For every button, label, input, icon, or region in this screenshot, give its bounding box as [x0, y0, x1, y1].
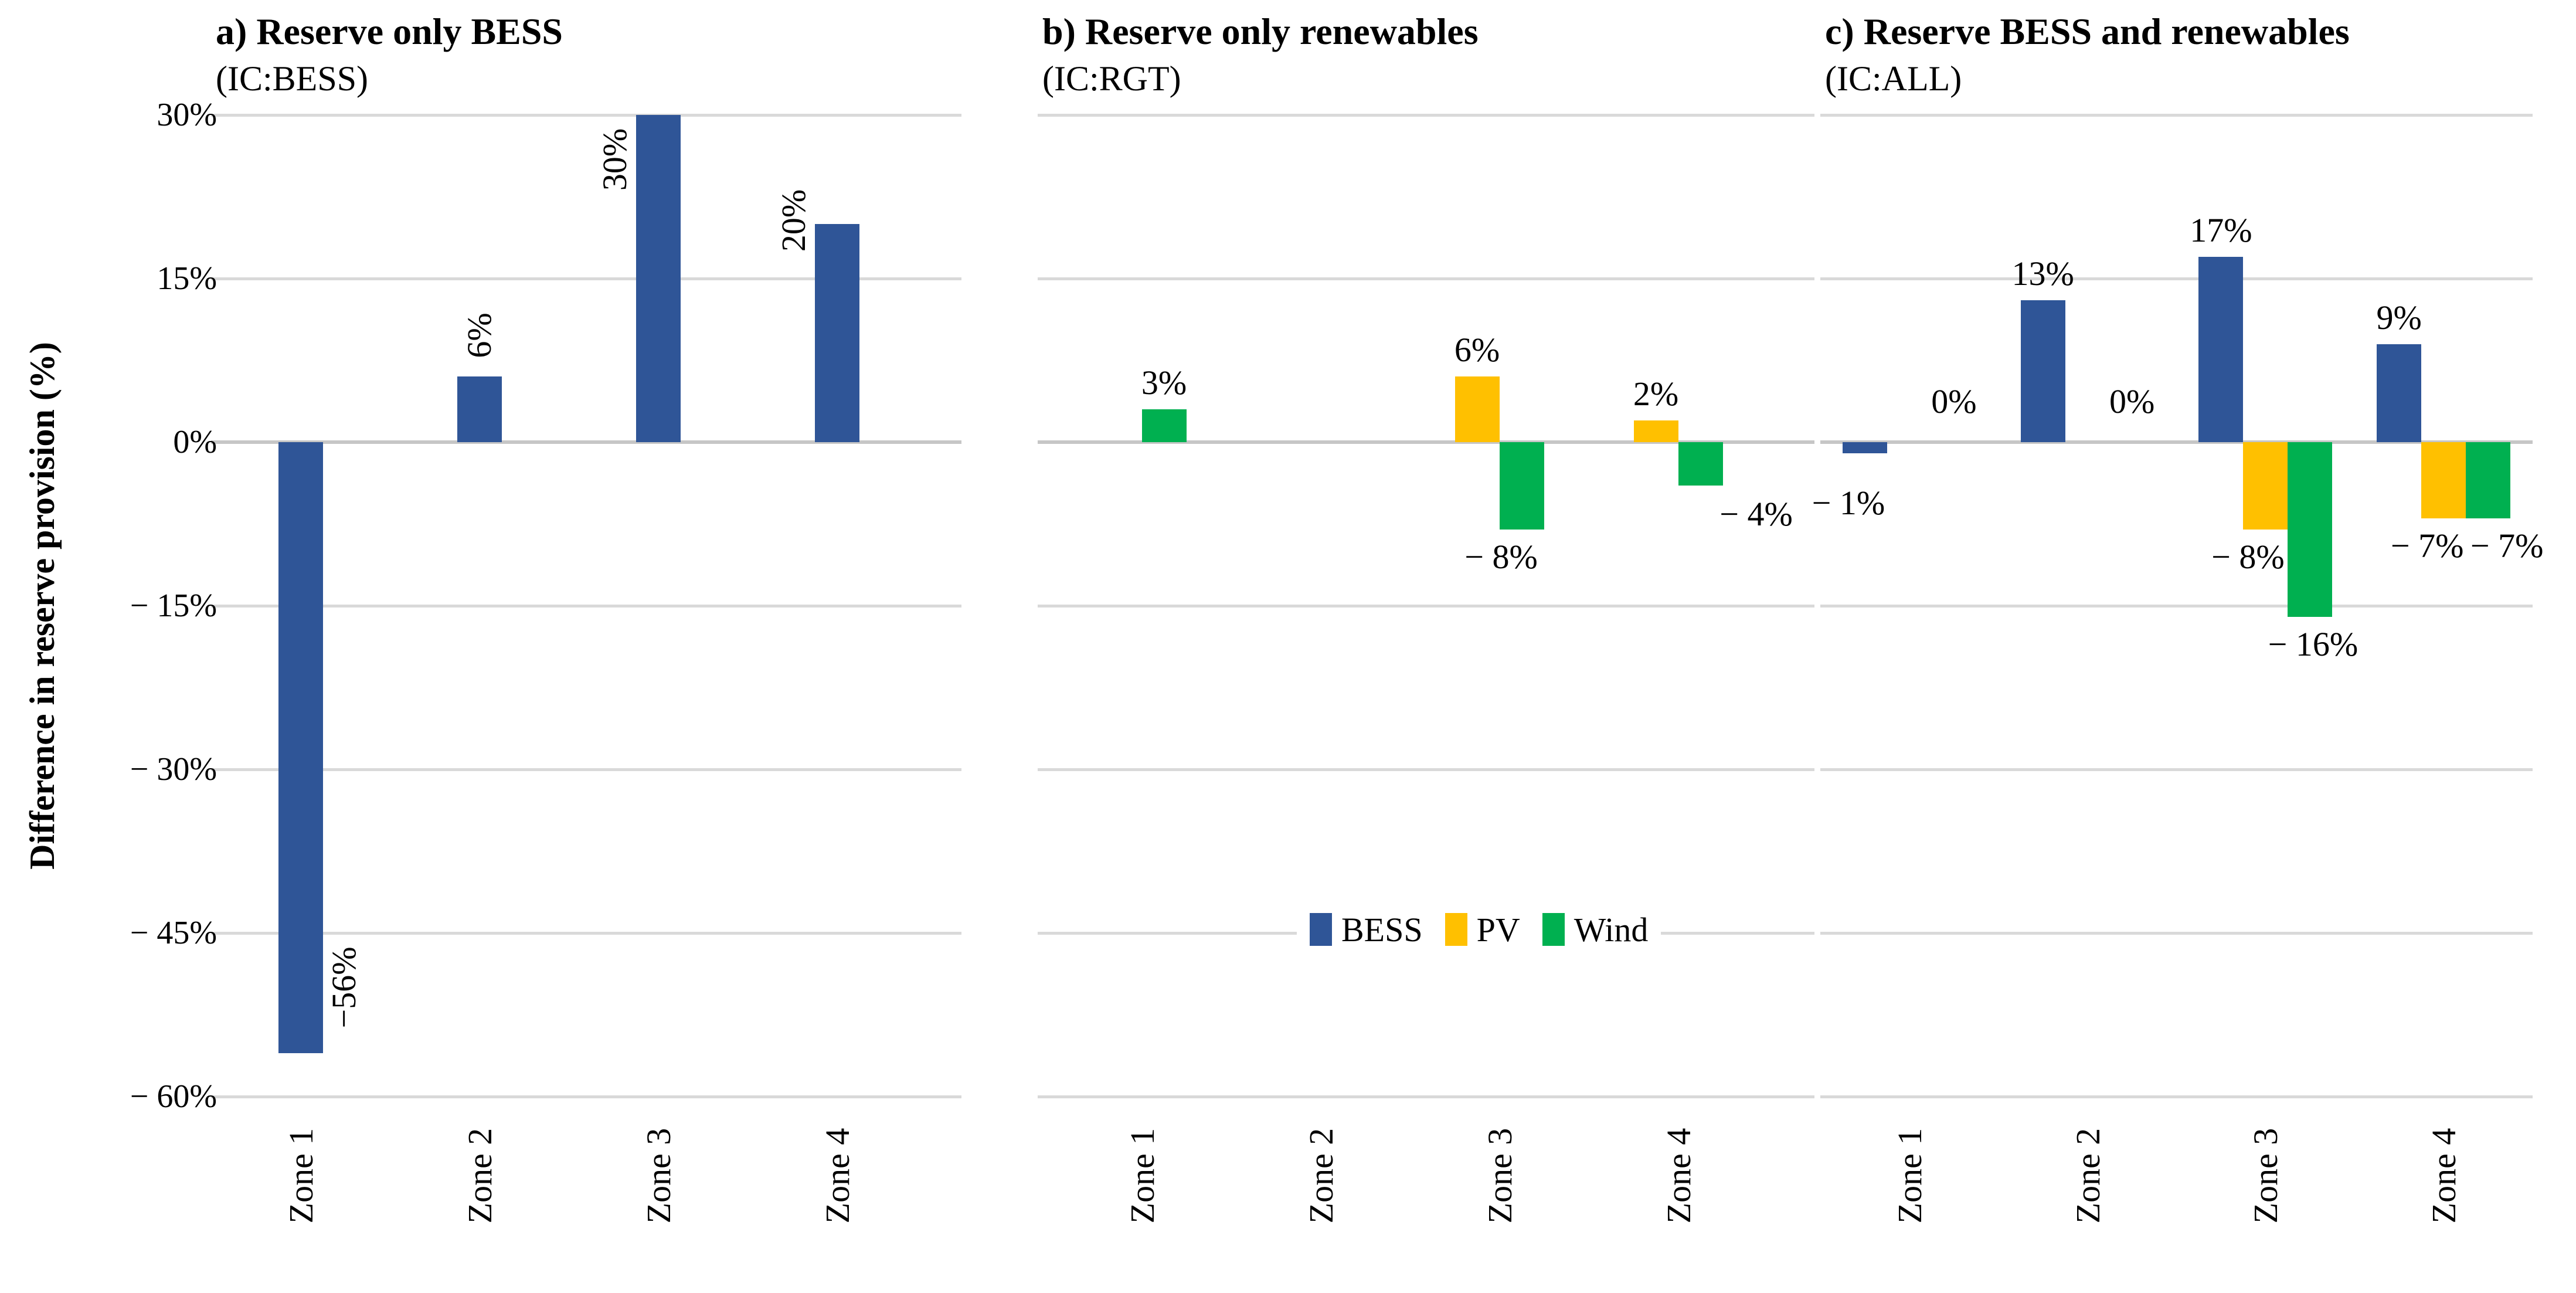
gridline	[211, 277, 961, 280]
value-label: 6%	[1454, 331, 1500, 369]
legend-item-bess: BESS	[1310, 910, 1423, 949]
gridline	[211, 605, 961, 608]
wind-color-swatch	[1542, 913, 1565, 946]
zone-label: Zone 4	[1659, 1128, 1697, 1224]
panel-c-title: c) Reserve BESS and renewables (IC:ALL)	[1825, 7, 2350, 101]
value-label: − 4%	[1719, 495, 1793, 534]
y-tick-label: 15%	[157, 260, 217, 297]
y-tick-label: − 30%	[130, 751, 217, 788]
legend-label-wind: Wind	[1574, 910, 1649, 949]
panel-b-title: b) Reserve only renewables (IC:RGT)	[1042, 7, 1479, 101]
pv-bar	[2243, 442, 2288, 530]
value-label: 9%	[2376, 298, 2422, 337]
gridline	[211, 440, 961, 444]
legend-item-wind: Wind	[1542, 910, 1649, 949]
wind-bar	[1499, 442, 1544, 530]
bess-bar	[457, 376, 502, 442]
zone-label: Zone 1	[1890, 1128, 1929, 1224]
zone-label: Zone 2	[460, 1128, 498, 1224]
gridline	[1820, 277, 2533, 280]
pv-bar	[1454, 376, 1500, 442]
zone-label: Zone 3	[639, 1128, 677, 1224]
panel-b-title-line2: (IC:RGT)	[1042, 59, 1181, 98]
value-label: −56%	[324, 946, 363, 1029]
gridline	[1038, 277, 1814, 280]
value-label: 30%	[595, 128, 634, 191]
zone-label: Zone 4	[2424, 1128, 2463, 1224]
value-label: − 7%	[2390, 527, 2464, 565]
gridline	[1820, 1095, 2533, 1098]
zone-label: Zone 2	[2068, 1128, 2107, 1224]
gridline	[1820, 440, 2533, 444]
value-label: 3%	[1141, 364, 1187, 402]
bess-bar	[2377, 344, 2422, 442]
zone-label: Zone 3	[2246, 1128, 2285, 1224]
value-label: − 8%	[1464, 537, 1538, 576]
bess-bar	[1842, 442, 1887, 453]
gridline	[1820, 605, 2533, 608]
pv-bar	[1633, 420, 1678, 442]
value-label: 0%	[1931, 382, 1977, 420]
bess-bar	[635, 115, 681, 442]
zone-label: Zone 1	[1123, 1128, 1161, 1224]
panel-b-title-line1: b) Reserve only renewables	[1042, 11, 1479, 52]
wind-bar	[2288, 442, 2333, 617]
gridline	[211, 1095, 961, 1098]
gridline	[1038, 1095, 1814, 1098]
value-label: 6%	[460, 313, 498, 359]
value-label: 0%	[2109, 382, 2155, 420]
value-label: 13%	[2011, 254, 2074, 293]
pv-bar	[2421, 442, 2466, 519]
y-tick-label: − 60%	[130, 1078, 217, 1115]
value-label: 2%	[1633, 374, 1679, 413]
wind-bar	[1678, 442, 1723, 486]
zone-label: Zone 4	[818, 1128, 856, 1224]
pv-color-swatch	[1445, 913, 1467, 946]
value-label: 17%	[2190, 211, 2252, 249]
zone-label: Zone 1	[281, 1128, 320, 1224]
panel-c-title-line1: c) Reserve BESS and renewables	[1825, 11, 2350, 52]
y-tick-label: − 45%	[130, 915, 217, 951]
panel-a-title-line1: a) Reserve only BESS	[216, 11, 563, 52]
zone-label: Zone 3	[1480, 1128, 1518, 1224]
panel-c-title-line2: (IC:ALL)	[1825, 59, 1962, 98]
value-label: − 8%	[2211, 537, 2285, 576]
panel-a-title-line2: (IC:BESS)	[216, 59, 369, 98]
legend-label-pv: PV	[1476, 910, 1520, 949]
gridline	[1038, 768, 1814, 771]
gridline	[1038, 605, 1814, 608]
wind-bar	[2466, 442, 2511, 519]
legend-label-bess: BESS	[1341, 910, 1423, 949]
value-label: 20%	[774, 189, 813, 252]
gridline	[1820, 932, 2533, 935]
bess-color-swatch	[1310, 913, 1332, 946]
value-label: − 1%	[1812, 483, 1885, 522]
gridline	[211, 114, 961, 117]
y-tick-label: 30%	[157, 97, 217, 133]
gridline	[211, 932, 961, 935]
bess-bar	[2020, 300, 2065, 442]
bess-bar	[814, 224, 859, 442]
y-tick-label: − 15%	[130, 588, 217, 624]
gridline	[1820, 768, 2533, 771]
figure: Difference in reserve provision (%) 30% 1…	[23, 7, 2544, 1223]
value-label: − 7%	[2470, 527, 2544, 565]
bess-bar	[278, 442, 323, 1053]
legend-item-pv: PV	[1445, 910, 1520, 949]
value-label: − 16%	[2268, 625, 2358, 663]
gridline	[1038, 440, 1814, 444]
gridline	[1038, 114, 1814, 117]
zone-label: Zone 2	[1301, 1128, 1340, 1224]
panel-a-title: a) Reserve only BESS (IC:BESS)	[216, 7, 563, 101]
legend: BESS PV Wind	[1297, 897, 1661, 962]
gridline	[211, 768, 961, 771]
y-tick-label: 0%	[173, 424, 217, 460]
bess-bar	[2198, 256, 2244, 442]
wind-bar	[1141, 409, 1187, 442]
gridline	[1820, 114, 2533, 117]
